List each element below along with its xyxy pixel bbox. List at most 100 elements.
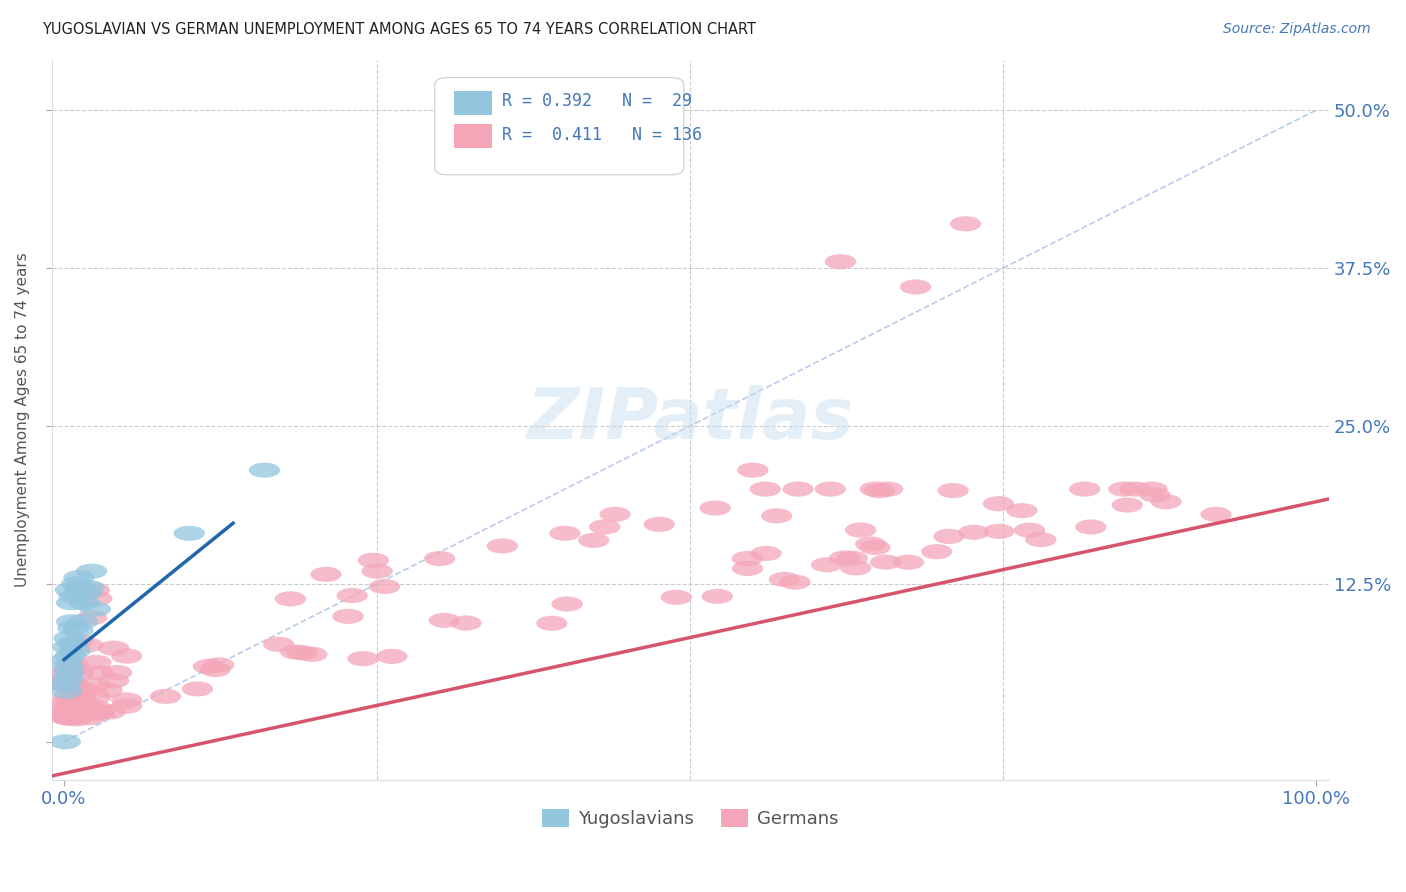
Ellipse shape [51, 652, 82, 667]
Ellipse shape [578, 533, 609, 548]
Ellipse shape [837, 550, 868, 566]
Ellipse shape [52, 702, 84, 717]
FancyBboxPatch shape [434, 78, 683, 175]
Ellipse shape [94, 705, 127, 720]
Ellipse shape [51, 695, 82, 710]
Ellipse shape [336, 588, 368, 603]
FancyBboxPatch shape [454, 91, 492, 115]
Ellipse shape [332, 609, 364, 624]
Text: Source: ZipAtlas.com: Source: ZipAtlas.com [1223, 22, 1371, 37]
Ellipse shape [779, 574, 811, 590]
Ellipse shape [58, 676, 89, 691]
Ellipse shape [101, 665, 132, 680]
Ellipse shape [111, 698, 142, 714]
Ellipse shape [59, 589, 90, 604]
Ellipse shape [75, 710, 105, 725]
Ellipse shape [193, 659, 224, 674]
Ellipse shape [357, 553, 389, 568]
Ellipse shape [80, 655, 111, 670]
Ellipse shape [67, 681, 100, 697]
Ellipse shape [55, 703, 86, 718]
Text: YUGOSLAVIAN VS GERMAN UNEMPLOYMENT AMONG AGES 65 TO 74 YEARS CORRELATION CHART: YUGOSLAVIAN VS GERMAN UNEMPLOYMENT AMONG… [42, 22, 756, 37]
Ellipse shape [855, 536, 886, 551]
Ellipse shape [900, 279, 931, 294]
Ellipse shape [644, 516, 675, 532]
Ellipse shape [69, 595, 100, 610]
Ellipse shape [769, 572, 800, 587]
Ellipse shape [49, 665, 82, 681]
Ellipse shape [82, 701, 112, 716]
Ellipse shape [91, 682, 122, 698]
Ellipse shape [56, 595, 87, 610]
Ellipse shape [950, 216, 981, 231]
Ellipse shape [811, 558, 842, 573]
Ellipse shape [58, 696, 89, 711]
Ellipse shape [181, 681, 214, 697]
Ellipse shape [79, 678, 111, 693]
Ellipse shape [845, 523, 876, 538]
Ellipse shape [1007, 503, 1038, 518]
Ellipse shape [814, 482, 846, 497]
Ellipse shape [62, 633, 94, 648]
Ellipse shape [700, 500, 731, 516]
Ellipse shape [297, 647, 328, 662]
Ellipse shape [49, 677, 82, 692]
Ellipse shape [1112, 498, 1143, 513]
Ellipse shape [69, 695, 101, 710]
Ellipse shape [150, 689, 181, 704]
Ellipse shape [58, 636, 89, 651]
Ellipse shape [58, 621, 89, 636]
Ellipse shape [52, 671, 83, 686]
Ellipse shape [377, 648, 408, 664]
Ellipse shape [1069, 482, 1101, 497]
Ellipse shape [1025, 532, 1056, 547]
Ellipse shape [60, 690, 91, 706]
Text: ZIPatlas: ZIPatlas [526, 385, 853, 454]
Ellipse shape [983, 496, 1014, 511]
Ellipse shape [761, 508, 793, 524]
Ellipse shape [872, 482, 903, 497]
Ellipse shape [62, 623, 93, 638]
Ellipse shape [73, 580, 104, 595]
Ellipse shape [62, 689, 94, 704]
Ellipse shape [70, 585, 103, 600]
Ellipse shape [650, 140, 681, 155]
Ellipse shape [63, 666, 94, 681]
Ellipse shape [361, 564, 392, 579]
Ellipse shape [921, 544, 952, 559]
Ellipse shape [893, 555, 924, 570]
Ellipse shape [1201, 507, 1232, 522]
Ellipse shape [62, 711, 93, 726]
Ellipse shape [52, 640, 83, 655]
Ellipse shape [111, 648, 142, 664]
Ellipse shape [550, 525, 581, 541]
Ellipse shape [51, 706, 82, 722]
Ellipse shape [1014, 523, 1045, 538]
Ellipse shape [702, 589, 733, 604]
Ellipse shape [825, 254, 856, 269]
Ellipse shape [751, 546, 782, 561]
Ellipse shape [733, 561, 763, 576]
Ellipse shape [983, 524, 1015, 539]
Ellipse shape [53, 631, 84, 646]
Ellipse shape [55, 648, 86, 664]
FancyBboxPatch shape [454, 124, 492, 148]
Ellipse shape [51, 704, 82, 719]
Ellipse shape [76, 610, 107, 625]
Ellipse shape [65, 705, 96, 720]
Ellipse shape [863, 483, 896, 499]
Ellipse shape [51, 708, 82, 723]
Ellipse shape [749, 482, 780, 497]
Ellipse shape [59, 643, 91, 658]
Ellipse shape [51, 683, 82, 698]
Ellipse shape [957, 524, 990, 540]
Ellipse shape [76, 564, 107, 579]
Ellipse shape [782, 482, 814, 497]
Ellipse shape [63, 692, 94, 707]
Ellipse shape [63, 570, 94, 585]
Ellipse shape [311, 566, 342, 582]
Ellipse shape [80, 690, 111, 705]
Ellipse shape [98, 640, 129, 656]
Ellipse shape [111, 692, 142, 707]
Ellipse shape [737, 463, 769, 478]
